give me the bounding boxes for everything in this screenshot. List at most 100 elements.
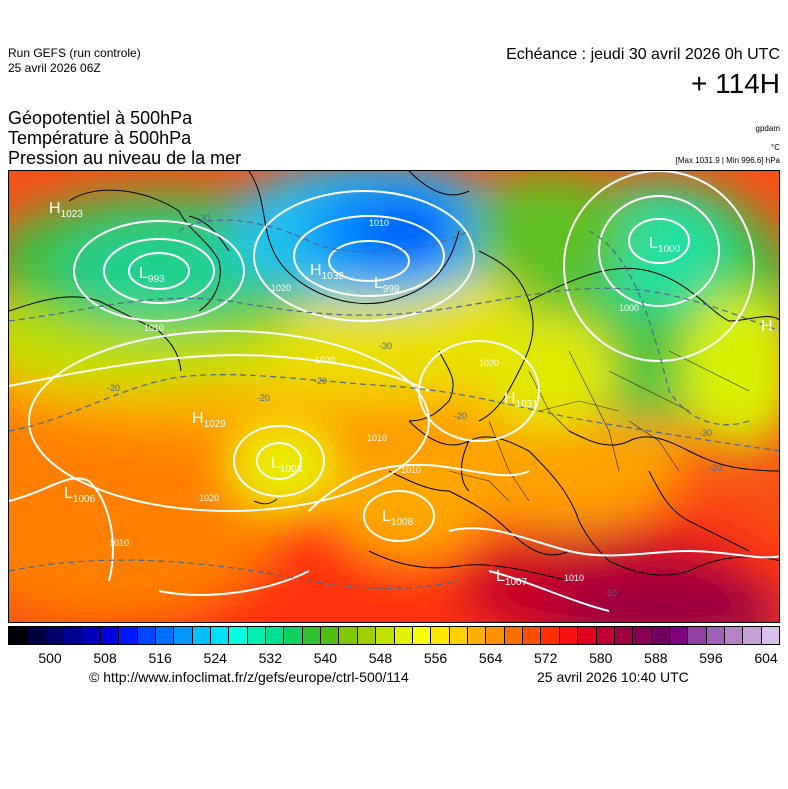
generation-time: 25 avril 2026 10:40 UTC	[537, 669, 689, 685]
colorbar-tick-label: 548	[368, 650, 393, 666]
colorbar-cell	[100, 627, 120, 644]
colorbar-tick-label: 532	[258, 650, 282, 666]
svg-text:H1032: H1032	[310, 262, 344, 282]
isobar-label: 1020	[315, 355, 335, 365]
colorbar-tick-label: 556	[423, 650, 448, 666]
isobar-label: 1020	[479, 358, 499, 368]
weather-map[interactable]: H1023 L993 H1032 L999 L1000 H H1029 L100…	[8, 170, 780, 623]
geopotential-field	[9, 171, 779, 622]
svg-text:L999: L999	[374, 275, 400, 295]
isobar-label: 1000	[619, 303, 639, 313]
pressure-centers: H1023 L993 H1032 L999 L1000 H H1029 L100…	[49, 200, 773, 588]
colorbar-cell	[449, 627, 468, 644]
center-value: 1007	[505, 577, 528, 588]
colorbar-cell	[578, 627, 597, 644]
colorbar-cell	[486, 627, 505, 644]
colorbar-cell	[284, 627, 303, 644]
colorbar-cell	[706, 627, 726, 644]
colorbar-cell	[210, 627, 230, 644]
unit-gpdam: gpdam	[755, 124, 780, 133]
colorbar-cell	[137, 627, 156, 644]
colorbar-cell	[614, 627, 634, 644]
center-value: 999	[383, 284, 400, 295]
colorbar-cell	[412, 627, 432, 644]
colorbar-cell	[669, 627, 689, 644]
temp-label: -20	[257, 393, 270, 403]
run-date: 25 avril 2026 06Z	[8, 61, 101, 75]
temperature-labels: -30 -20 -20 -20 -30 -20 -10 -30 -20	[107, 213, 722, 598]
svg-text:L1008: L1008	[382, 508, 414, 528]
center-value: 1006	[73, 494, 96, 505]
colorbar-cell	[192, 627, 211, 644]
isobar-label: 1010	[144, 323, 164, 333]
temp-label: -30	[379, 341, 392, 351]
svg-text:H: H	[761, 318, 773, 335]
colorbar-cell	[651, 627, 670, 644]
isobar-label: 1010	[369, 218, 389, 228]
center-value: 993	[148, 274, 165, 285]
colorbar-cell	[155, 627, 175, 644]
center-type: L	[64, 485, 73, 502]
colorbar-cell	[504, 627, 524, 644]
colorbar-tick-label: 516	[148, 650, 172, 666]
isobar-label: 1010	[109, 538, 129, 548]
center-type: L	[382, 508, 391, 525]
borders	[448, 350, 750, 502]
colorbar-cell	[247, 627, 267, 644]
temp-label: -20	[107, 383, 120, 393]
colorbar-tick-label: 524	[203, 650, 227, 666]
run-title: Run GEFS (run controle)	[8, 46, 141, 60]
colorbar-cell	[9, 627, 28, 644]
param-pressure: Pression au niveau de la mer	[8, 148, 242, 168]
svg-text:H1029: H1029	[192, 410, 226, 430]
colorbar-tick-label: 588	[644, 650, 668, 666]
colorbar-cell	[431, 627, 450, 644]
svg-text:L993: L993	[139, 265, 165, 285]
coastlines	[9, 171, 779, 582]
svg-text:L1006: L1006	[64, 485, 96, 505]
colorbar-tick-label: 572	[534, 650, 558, 666]
center-type: L	[139, 265, 148, 282]
temp-label: -30	[699, 428, 712, 438]
colorbar-cell	[394, 627, 413, 644]
isobar-label: 1010	[401, 465, 421, 475]
center-type: H	[49, 200, 61, 217]
colorbar-cell	[321, 627, 340, 644]
colorbar-tick-label: 540	[313, 650, 338, 666]
isobar-label: 1010	[564, 573, 584, 583]
colorbar-cell	[229, 627, 248, 644]
colorbar-cell	[725, 627, 744, 644]
temperature-isotherms	[9, 219, 779, 590]
colorbar-tick-label: 508	[93, 650, 117, 666]
center-type: H	[192, 410, 204, 427]
param-temperature: Température à 500hPa	[8, 128, 192, 148]
colorbar-cell	[743, 627, 762, 644]
colorbar-cell	[302, 627, 322, 644]
colorbar-cell	[559, 627, 579, 644]
center-value: 1029	[204, 419, 227, 430]
isobar-labels: 1010 1020 1010 1020 1020 1010 1010 1020 …	[109, 218, 639, 583]
valid-date: Echéance : jeudi 30 avril 2026 0h UTC	[506, 46, 780, 63]
center-value: 1032	[322, 271, 345, 282]
colorbar-cell	[82, 627, 101, 644]
param-geopotential: Géopotentiel à 500hPa	[8, 108, 193, 128]
temp-label: -20	[454, 411, 467, 421]
colorbar-tick-label: 596	[699, 650, 723, 666]
svg-text:L1003: L1003	[271, 455, 303, 475]
center-type: L	[271, 455, 280, 472]
colorbar-cell	[761, 627, 780, 644]
colorbar-cell	[596, 627, 615, 644]
colorbar-cell	[266, 627, 285, 644]
colorbar-cell	[339, 627, 358, 644]
temp-label: -30	[197, 213, 210, 223]
center-type: H	[504, 390, 516, 407]
colorbar-cell	[119, 627, 138, 644]
colorbar-cell	[174, 627, 193, 644]
isobar-label: 1010	[367, 433, 387, 443]
copyright-url[interactable]: © http://www.infoclimat.fr/z/gefs/europe…	[89, 669, 409, 685]
temp-label: -20	[709, 463, 722, 473]
isobar-label: 1020	[199, 493, 219, 503]
center-type: H	[310, 262, 322, 279]
temp-label: -10	[604, 588, 617, 598]
colorbar-cell	[45, 627, 65, 644]
